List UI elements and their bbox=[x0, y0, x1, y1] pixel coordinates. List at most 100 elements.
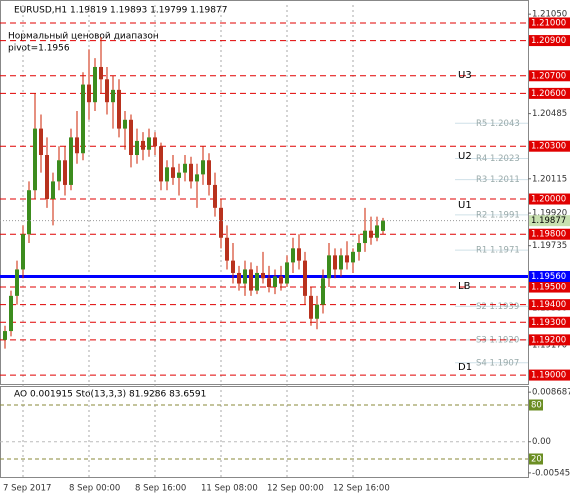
candle-body bbox=[327, 255, 331, 279]
level-label-box bbox=[529, 369, 570, 381]
candle-body bbox=[63, 160, 67, 185]
annotation: pivot=1.1956 bbox=[8, 44, 70, 54]
pivot-point-label: S3 1.1920 bbox=[476, 335, 519, 345]
candle-body bbox=[93, 66, 97, 103]
pivot-point-label: R1 1.1971 bbox=[476, 246, 520, 256]
zone-label: D1 bbox=[458, 362, 472, 373]
level-label: 1.19800 bbox=[531, 230, 566, 240]
annotation: Нормальный ценовой диапазон bbox=[8, 32, 159, 42]
x-tick-label: 11 Sep 08:00 bbox=[201, 484, 258, 494]
pivot-label: 1.19560 bbox=[531, 272, 566, 282]
y-tick-label: 1.19920 bbox=[532, 209, 567, 219]
y-tick-label: 1.21050 bbox=[532, 10, 567, 20]
candle-body bbox=[243, 269, 247, 284]
level-label-box bbox=[529, 228, 570, 240]
indicator-frame bbox=[0, 386, 529, 478]
level-label: 1.20600 bbox=[531, 89, 566, 99]
candle-body bbox=[27, 190, 31, 235]
candle-body bbox=[201, 160, 205, 175]
candle-body bbox=[123, 119, 127, 129]
candle-body bbox=[9, 295, 13, 332]
y-tick-label: 1.20115 bbox=[532, 174, 567, 184]
candle-body bbox=[87, 84, 91, 103]
candle-body bbox=[297, 248, 301, 261]
level-label: 1.19500 bbox=[531, 283, 566, 293]
candle-body bbox=[321, 278, 325, 305]
candle-body bbox=[177, 172, 181, 178]
candle-body bbox=[279, 276, 283, 284]
candle-body bbox=[231, 260, 235, 273]
candle-body bbox=[111, 89, 115, 103]
sto-tick-label: 80 bbox=[531, 401, 542, 411]
candle-body bbox=[375, 225, 379, 238]
zone-label: U3 bbox=[458, 70, 472, 81]
chart-title: EURUSD,H1 1.19819 1.19893 1.19799 1.1987… bbox=[14, 6, 227, 16]
zone-label: LB bbox=[458, 281, 471, 292]
candle-body bbox=[21, 234, 25, 270]
candle-body bbox=[369, 230, 373, 238]
level-label-box bbox=[529, 299, 570, 311]
sto-tick-label: 20 bbox=[531, 455, 542, 465]
pivot-label-box bbox=[529, 270, 570, 282]
level-label: 1.20300 bbox=[531, 142, 566, 152]
candle-body bbox=[363, 230, 367, 244]
candle-body bbox=[69, 137, 73, 185]
candle-body bbox=[351, 251, 355, 263]
x-tick-label: 12 Sep 16:00 bbox=[333, 484, 390, 494]
y-tick-label: 1.19735 bbox=[532, 241, 567, 251]
candle-body bbox=[171, 167, 175, 178]
pivot-point-label: R2 1.1991 bbox=[476, 210, 520, 220]
candle-body bbox=[303, 260, 307, 296]
pivot-point-label: S4 1.1907 bbox=[476, 358, 519, 368]
candle-body bbox=[153, 137, 157, 147]
candle-body bbox=[339, 255, 343, 270]
candle-body bbox=[333, 255, 337, 270]
candle-body bbox=[147, 137, 151, 150]
candle-body bbox=[75, 137, 79, 154]
candle-body bbox=[141, 140, 145, 150]
ao-tick-label: 0.008687 bbox=[532, 388, 570, 398]
x-tick-label: 8 Sep 00:00 bbox=[69, 484, 120, 494]
candle-body bbox=[219, 207, 223, 238]
candle-body bbox=[39, 128, 43, 156]
candle-body bbox=[105, 79, 109, 103]
y-tick-label: 1.19170 bbox=[532, 341, 567, 351]
candle-body bbox=[315, 304, 319, 319]
level-label: 1.19400 bbox=[531, 300, 566, 310]
pivot-point-label: S2 1.1939 bbox=[476, 302, 519, 312]
candle-body bbox=[213, 184, 217, 208]
zone-label: U2 bbox=[458, 151, 472, 162]
level-label: 1.20900 bbox=[531, 36, 566, 46]
main-plot-frame bbox=[0, 0, 529, 385]
level-label: 1.20700 bbox=[531, 71, 566, 81]
candle-body bbox=[165, 167, 169, 182]
x-tick-label: 7 Sep 2017 bbox=[3, 484, 51, 494]
candle-body bbox=[57, 160, 61, 182]
sto-label-box bbox=[529, 453, 543, 465]
candle-body bbox=[291, 248, 295, 263]
level-label: 1.21000 bbox=[531, 18, 566, 28]
candle-body bbox=[273, 276, 277, 288]
level-label-box bbox=[529, 334, 570, 346]
level-label-box bbox=[529, 35, 570, 47]
level-label-box bbox=[529, 193, 570, 205]
candle-body bbox=[225, 237, 229, 261]
indicator-title: AO 0.001915 Sto(13,3,3) 81.9286 83.6591 bbox=[14, 390, 206, 400]
ao-tick-label: 0.00 bbox=[532, 437, 551, 447]
candle-body bbox=[237, 272, 241, 284]
candle-body bbox=[285, 262, 289, 284]
level-label: 1.19200 bbox=[531, 335, 566, 345]
candle-body bbox=[261, 272, 265, 279]
level-label-box bbox=[529, 87, 570, 99]
pivot-point-label: R3 1.2011 bbox=[476, 175, 520, 185]
zone-label: U1 bbox=[458, 200, 472, 211]
candle-body bbox=[267, 278, 271, 288]
pivot-point-label: R4 1.2023 bbox=[476, 154, 520, 164]
candle-body bbox=[15, 269, 19, 296]
candle-body bbox=[189, 163, 193, 182]
level-label: 1.20000 bbox=[531, 195, 566, 205]
last-price-label: 1.19877 bbox=[531, 216, 566, 226]
candle-body bbox=[159, 146, 163, 182]
